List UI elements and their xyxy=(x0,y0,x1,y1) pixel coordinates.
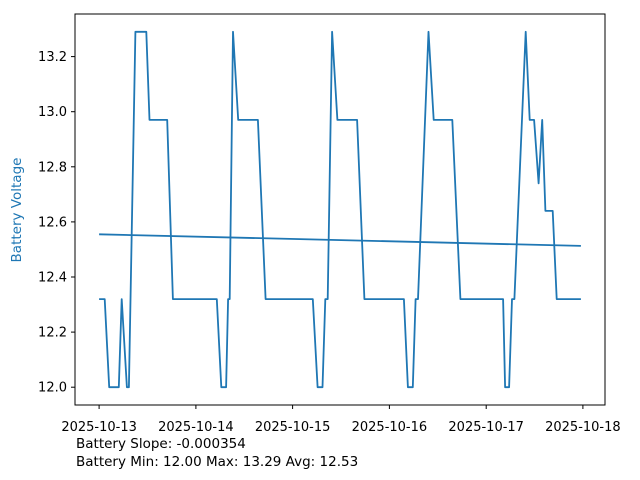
y-tick-label: 13.2 xyxy=(38,50,67,65)
x-tick-label: 2025-10-15 xyxy=(255,420,331,435)
y-axis-label: Battery Voltage xyxy=(9,158,25,263)
y-tick-label: 12.4 xyxy=(38,271,67,286)
stats-slope-text: Battery Slope: -0.000354 xyxy=(76,436,246,452)
y-tick-label: 12.0 xyxy=(38,381,67,396)
x-tick-label: 2025-10-17 xyxy=(448,420,524,435)
battery-trend-line xyxy=(99,233,581,247)
series-lines xyxy=(99,30,581,389)
battery-voltage-line xyxy=(99,30,581,389)
y-tick-label: 12.8 xyxy=(38,160,67,175)
x-tick-label: 2025-10-14 xyxy=(158,420,234,435)
y-tick-label: 13.0 xyxy=(38,105,67,120)
plot-area xyxy=(74,13,606,406)
y-tick-label: 12.2 xyxy=(38,326,67,341)
stats-minmax-text: Battery Min: 12.00 Max: 13.29 Avg: 12.53 xyxy=(76,454,358,470)
x-tick-label: 2025-10-18 xyxy=(545,420,621,435)
axis-ticks: 2025-10-13 2025-10-14 2025-10-15 2025-10-16… xyxy=(38,50,621,435)
x-tick-label: 2025-10-13 xyxy=(61,420,137,435)
y-tick-label: 12.6 xyxy=(38,215,67,230)
x-tick-label: 2025-10-16 xyxy=(352,420,428,435)
